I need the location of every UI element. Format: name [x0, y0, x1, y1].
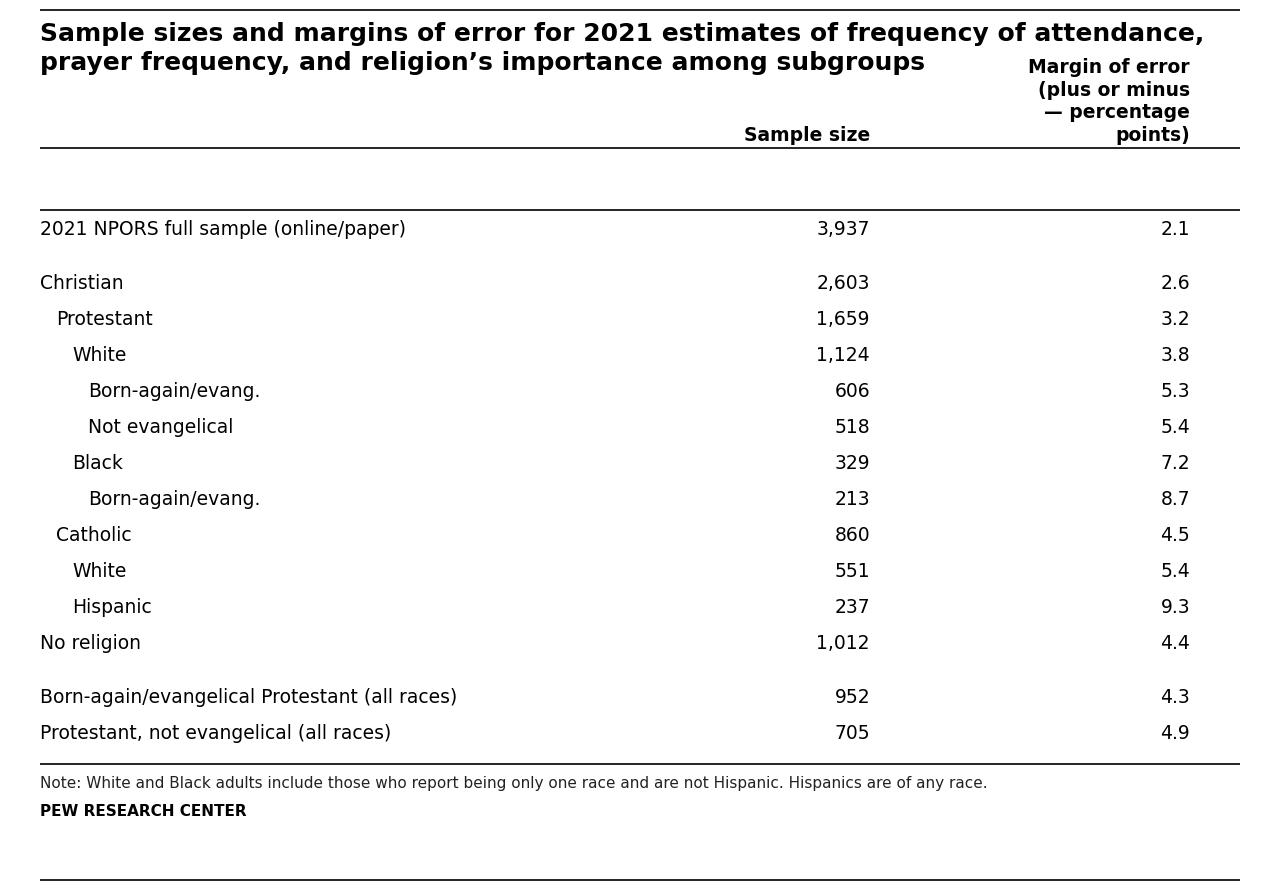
Text: Black: Black: [72, 454, 123, 473]
Text: 1,012: 1,012: [817, 634, 870, 653]
Text: 4.9: 4.9: [1160, 724, 1190, 743]
Text: Margin of error
(plus or minus
— percentage
points): Margin of error (plus or minus — percent…: [1028, 58, 1190, 145]
Text: 2,603: 2,603: [817, 274, 870, 293]
Text: 5.4: 5.4: [1160, 418, 1190, 437]
Text: 1,659: 1,659: [817, 310, 870, 329]
Text: 4.4: 4.4: [1160, 634, 1190, 653]
Text: 3.8: 3.8: [1161, 346, 1190, 365]
Text: No religion: No religion: [40, 634, 141, 653]
Text: White: White: [72, 346, 127, 365]
Text: 2021 NPORS full sample (online/paper): 2021 NPORS full sample (online/paper): [40, 220, 406, 239]
Text: 5.3: 5.3: [1161, 382, 1190, 401]
Text: Born-again/evangelical Protestant (all races): Born-again/evangelical Protestant (all r…: [40, 688, 457, 707]
Text: Note: White and Black adults include those who report being only one race and ar: Note: White and Black adults include tho…: [40, 776, 988, 791]
Text: 551: 551: [835, 562, 870, 581]
Text: 5.4: 5.4: [1160, 562, 1190, 581]
Text: 3,937: 3,937: [817, 220, 870, 239]
Text: Christian: Christian: [40, 274, 124, 293]
Text: White: White: [72, 562, 127, 581]
Text: 9.3: 9.3: [1161, 598, 1190, 617]
Text: 1,124: 1,124: [817, 346, 870, 365]
Text: Born-again/evang.: Born-again/evang.: [88, 490, 260, 509]
Text: Protestant: Protestant: [56, 310, 152, 329]
Text: 705: 705: [835, 724, 870, 743]
Text: 7.2: 7.2: [1161, 454, 1190, 473]
Text: 213: 213: [835, 490, 870, 509]
Text: 4.5: 4.5: [1160, 526, 1190, 545]
Text: Not evangelical: Not evangelical: [88, 418, 233, 437]
Text: 3.2: 3.2: [1161, 310, 1190, 329]
Text: 4.3: 4.3: [1160, 688, 1190, 707]
Text: 860: 860: [835, 526, 870, 545]
Text: 518: 518: [835, 418, 870, 437]
Text: 952: 952: [835, 688, 870, 707]
Text: Born-again/evang.: Born-again/evang.: [88, 382, 260, 401]
Text: 2.6: 2.6: [1161, 274, 1190, 293]
Text: Protestant, not evangelical (all races): Protestant, not evangelical (all races): [40, 724, 392, 743]
Text: 329: 329: [835, 454, 870, 473]
Text: 2.1: 2.1: [1161, 220, 1190, 239]
Text: 606: 606: [835, 382, 870, 401]
Text: 8.7: 8.7: [1161, 490, 1190, 509]
Text: Hispanic: Hispanic: [72, 598, 152, 617]
Text: 237: 237: [835, 598, 870, 617]
Text: Sample sizes and margins of error for 2021 estimates of frequency of attendance,: Sample sizes and margins of error for 20…: [40, 22, 1204, 75]
Text: Sample size: Sample size: [744, 126, 870, 145]
Text: Catholic: Catholic: [56, 526, 132, 545]
Text: PEW RESEARCH CENTER: PEW RESEARCH CENTER: [40, 804, 247, 819]
